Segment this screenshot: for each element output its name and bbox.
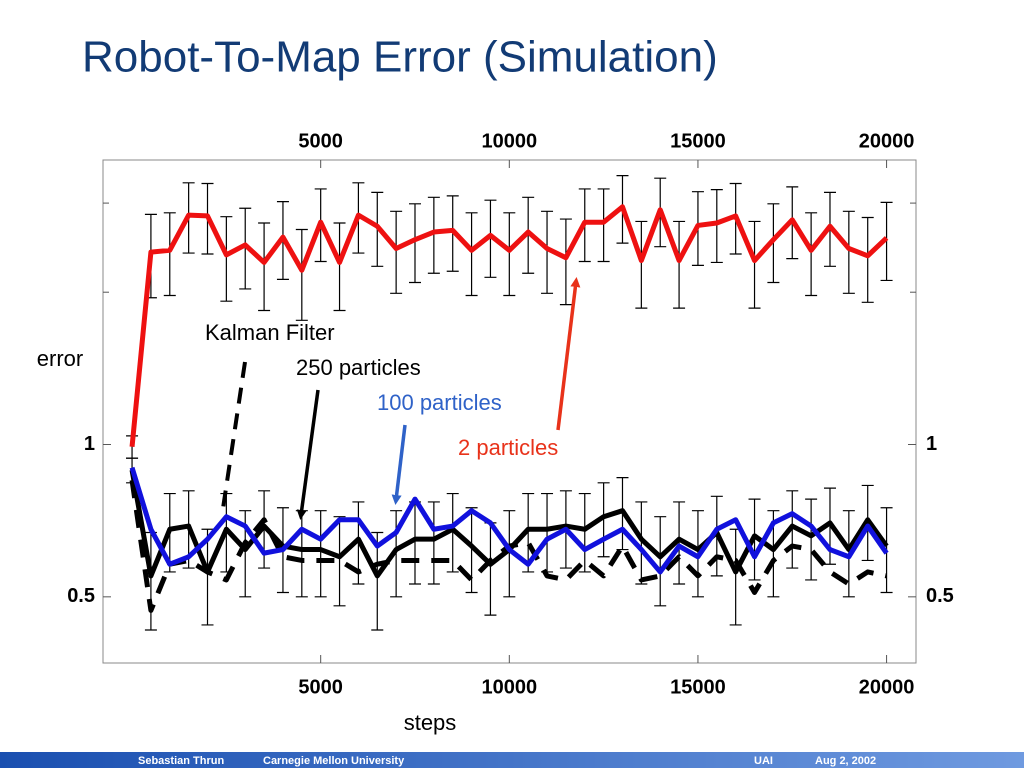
y-tick-label: 0.5	[67, 585, 95, 607]
error-bar	[842, 210, 855, 294]
error-bar	[635, 220, 648, 309]
error-bar	[427, 196, 440, 274]
error-bar	[597, 188, 610, 263]
error-bar	[465, 212, 478, 297]
footer-date: Aug 2, 2002	[815, 755, 876, 767]
error-bar	[541, 492, 554, 573]
error-bar	[408, 203, 421, 284]
error-bar	[710, 189, 723, 264]
error-bar	[541, 210, 554, 294]
error-bar	[220, 216, 233, 302]
error-bar	[258, 222, 271, 312]
error-bar	[333, 222, 346, 312]
error-bar	[371, 531, 384, 631]
error-bar	[805, 498, 818, 581]
footer-venue: UAI	[754, 755, 773, 767]
arrow	[296, 389, 320, 520]
x-tick-label: 5000	[298, 130, 343, 152]
error-bar	[578, 492, 591, 573]
error-bar	[295, 510, 308, 598]
error-bar	[427, 501, 440, 585]
x-tick-label: 10000	[481, 130, 537, 152]
error-bar	[484, 522, 497, 616]
error-bar	[729, 528, 742, 626]
error-bar	[861, 216, 874, 303]
error-bar	[559, 218, 572, 306]
error-bar	[333, 516, 346, 607]
y-tick-label: 0.5	[926, 585, 954, 607]
x-tick-label: 15000	[670, 130, 726, 152]
x-tick-label: 20000	[859, 676, 915, 698]
series-line	[129, 204, 889, 447]
error-bar	[654, 516, 667, 607]
y-tick-label: 1	[84, 433, 95, 455]
pointer	[220, 361, 247, 516]
error-bar	[484, 199, 497, 278]
x-tick-label: 20000	[859, 130, 915, 152]
error-bar	[805, 212, 818, 297]
error-bar	[446, 492, 459, 573]
annotation: Kalman Filter	[205, 320, 335, 345]
footer-author: Sebastian Thrun	[138, 755, 224, 767]
error-bar	[503, 510, 516, 598]
error-bar	[201, 528, 214, 626]
y-tick-label: 1	[926, 433, 937, 455]
error-bar	[880, 201, 893, 282]
error-bar	[314, 510, 327, 598]
annotation: 100 particles	[377, 390, 502, 415]
error-bar	[295, 228, 308, 321]
series-line	[129, 466, 889, 575]
arrow	[391, 424, 407, 505]
error-bar	[503, 212, 516, 297]
x-tick-label: 5000	[298, 676, 343, 698]
footer-institution: Carnegie Mellon University	[263, 755, 405, 767]
annotation: 250 particles	[296, 355, 421, 380]
footer-bar	[0, 752, 1024, 768]
error-bar	[163, 212, 176, 297]
x-axis-label: steps	[404, 710, 457, 735]
y-axis-label: error	[37, 346, 83, 371]
error-bar	[390, 210, 403, 294]
x-tick-label: 15000	[670, 676, 726, 698]
error-bar	[673, 220, 686, 309]
error-bar	[673, 501, 686, 585]
slide-title: Robot-To-Map Error (Simulation)	[82, 33, 718, 82]
arrow	[556, 277, 581, 431]
error-bar	[748, 220, 761, 309]
error-bar	[239, 207, 252, 290]
x-tick-label: 10000	[481, 676, 537, 698]
error-bar	[635, 501, 648, 585]
error-bar	[597, 482, 610, 558]
annotation: 2 particles	[458, 435, 558, 460]
